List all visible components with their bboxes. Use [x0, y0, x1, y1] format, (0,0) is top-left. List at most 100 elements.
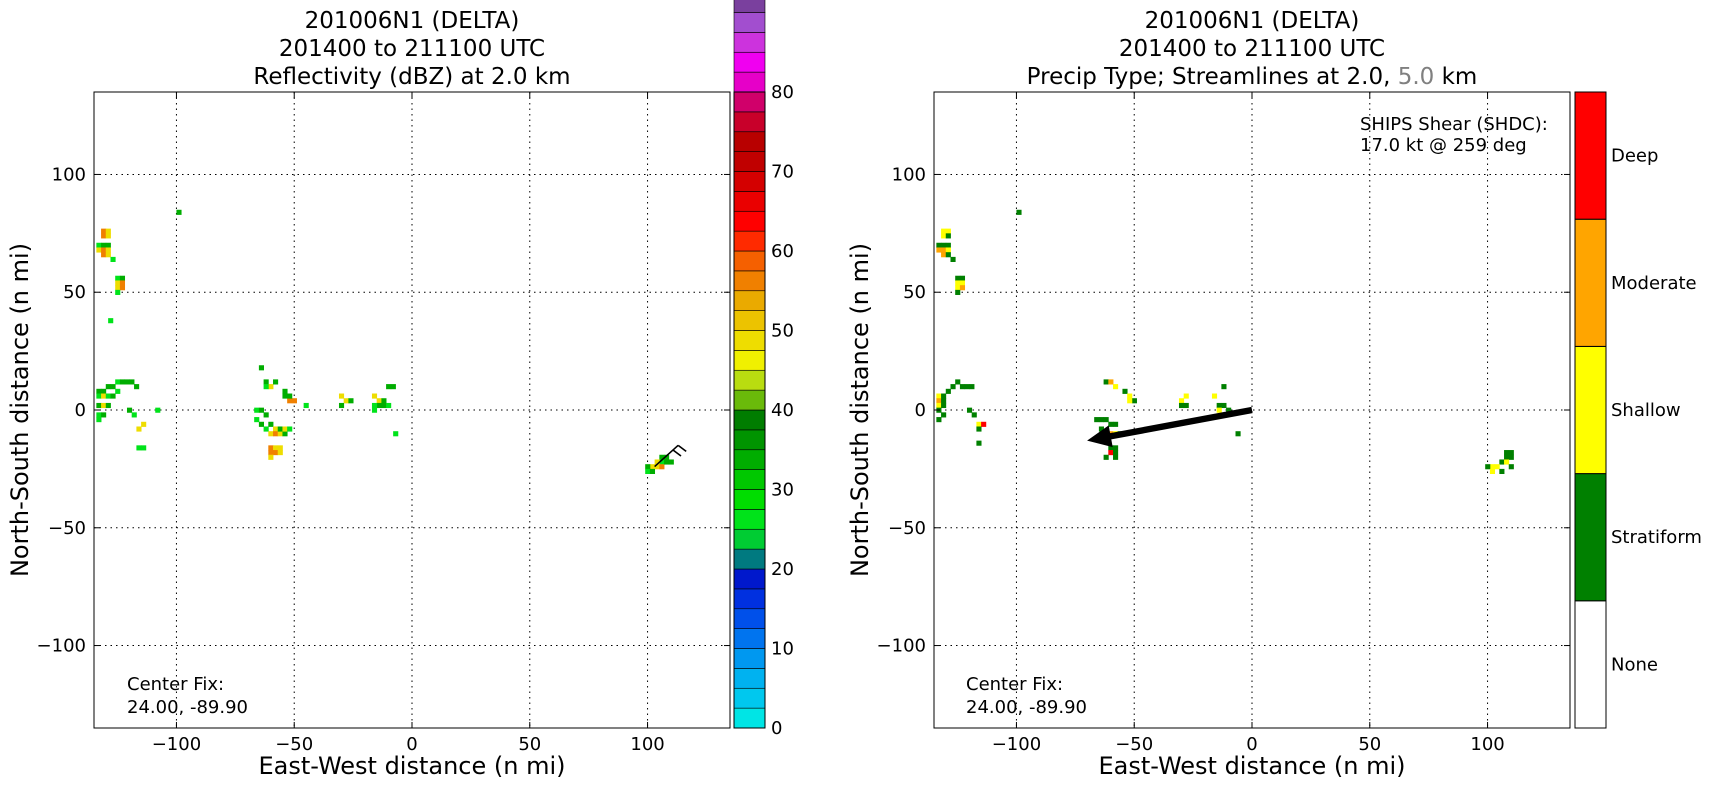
precip-colorbar-label-deep: Deep: [1611, 146, 1658, 167]
reflectivity-colorbar-segment-22: [733, 270, 766, 292]
right-cell-75: [1235, 431, 1241, 437]
reflectivity-colorbar-label-1: 10: [771, 639, 794, 660]
left-title-line-3: Reflectivity (dBZ) at 2.0 km: [253, 64, 570, 90]
right-cell-86: [1489, 468, 1496, 474]
reflectivity-colorbar-segment-13: [733, 449, 766, 470]
right-cell-51: [1103, 417, 1109, 423]
left-cell-42: [126, 407, 133, 413]
reflectivity-colorbar-segment-15: [733, 409, 766, 431]
left-cell-18: [119, 285, 126, 291]
left-cell-33: [105, 393, 111, 399]
reflectivity-colorbar-segment-23: [733, 250, 766, 272]
left-cell-94: [371, 402, 378, 409]
reflectivity-colorbar-segment-33: [733, 51, 766, 73]
left-cell-96: [393, 431, 399, 437]
left-cell-75: [273, 445, 279, 451]
right-x-tick-label-0: −100: [992, 734, 1041, 755]
left-cell-92: [386, 384, 392, 390]
reflectivity-colorbar-segment-29: [733, 131, 766, 152]
right-y-tick-label-3: 50: [903, 282, 926, 303]
left-cell-29: [129, 379, 135, 385]
right-cell-70: [1216, 402, 1222, 409]
right-cell-80: [1499, 459, 1505, 465]
left-y-tick-label-0: −100: [37, 636, 86, 657]
left-center-fix-label: Center Fix:: [127, 674, 224, 695]
right-cell-30: [941, 398, 947, 404]
right-cell-41: [976, 440, 982, 446]
right-cell-12: [950, 256, 956, 262]
left-cell-49: [258, 365, 264, 371]
left-cell-104: [659, 464, 665, 470]
left-cell-47: [136, 445, 142, 451]
left-cell-65: [273, 426, 279, 432]
right-cell-18: [959, 285, 966, 291]
left-cell-72: [282, 426, 288, 432]
left-y-tick-label-1: −50: [48, 518, 86, 539]
left-cell-87: [376, 398, 382, 404]
left-cell-50: [263, 379, 269, 385]
right-cell-63: [1103, 454, 1109, 460]
reflectivity-colorbar-segment-24: [733, 230, 766, 252]
precip-colorbar-segment-stratiform: [1574, 473, 1607, 602]
left-cell-55: [282, 393, 288, 399]
left-cell-22: [96, 388, 102, 394]
precip-colorbar-label-none: None: [1611, 654, 1658, 675]
reflectivity-colorbar-segment-0: [733, 707, 766, 729]
left-cell-5: [101, 242, 107, 248]
reflectivity-colorbar-segment-20: [733, 310, 766, 331]
right-cell-76: [1504, 450, 1510, 456]
left-cell-40: [101, 412, 107, 418]
right-cell-38: [976, 421, 982, 427]
right-cell-20: [1016, 209, 1022, 215]
left-cell-4: [96, 242, 102, 248]
right-cell-52: [1108, 421, 1114, 427]
left-cell-16: [119, 280, 126, 286]
right-cell-61: [1108, 450, 1114, 456]
right-cell-66: [1183, 393, 1189, 399]
reflectivity-colorbar-segment-18: [733, 350, 766, 371]
right-cell-81: [1504, 459, 1510, 465]
left-cell-19: [115, 289, 121, 295]
right-cell-40: [976, 426, 982, 432]
left-cell-70: [282, 431, 288, 437]
left-cell-83: [343, 398, 349, 404]
right-cell-21: [936, 393, 942, 399]
left-cell-60: [258, 407, 264, 413]
right-cell-73: [1216, 407, 1222, 413]
precip-colorbar-label-stratiform: Stratiform: [1611, 527, 1702, 548]
reflectivity-colorbar-segment-27: [733, 171, 766, 192]
left-cell-14: [119, 275, 126, 281]
left-cell-107: [645, 468, 651, 474]
precip-type-colorbar: None Stratiform Shallow Moderate Deep: [1574, 91, 1702, 729]
reflectivity-colorbar-segment-17: [733, 369, 766, 391]
left-cell-82: [338, 393, 345, 399]
right-y-tick-label-2: 0: [915, 400, 926, 421]
right-y-tick-label-0: −100: [877, 636, 926, 657]
left-cell-0: [101, 228, 107, 234]
left-y-tick-label-2: 0: [75, 400, 86, 421]
right-cell-32: [941, 402, 947, 409]
right-title-highlight: 5.0: [1398, 64, 1435, 90]
left-cell-28: [124, 379, 130, 385]
left-cell-97: [659, 454, 665, 460]
reflectivity-colorbar-segment-21: [733, 290, 766, 311]
left-cell-6: [105, 242, 111, 248]
left-cell-80: [268, 454, 274, 460]
right-cell-4: [936, 242, 942, 248]
reflectivity-colorbar-label-3: 30: [771, 480, 794, 501]
reflectivity-colorbar-segment-10: [733, 509, 766, 530]
reflectivity-colorbar-segment-7: [733, 568, 766, 590]
right-title-prefix: Precip Type; Streamlines at 2.0,: [1027, 64, 1398, 90]
right-cell-87: [1499, 468, 1505, 474]
left-cell-71: [277, 426, 283, 432]
left-cell-69: [277, 431, 283, 437]
reflectivity-colorbar-segment-26: [733, 191, 766, 212]
left-cell-73: [287, 426, 293, 432]
left-cell-103: [654, 464, 660, 470]
left-cell-79: [277, 450, 283, 456]
right-x-axis-label: East-West distance (n mi): [1098, 752, 1405, 780]
left-cell-8: [101, 247, 107, 253]
precip-colorbar-segment-shallow: [1574, 345, 1607, 475]
right-cell-9: [945, 247, 951, 253]
left-cell-91: [386, 402, 392, 409]
